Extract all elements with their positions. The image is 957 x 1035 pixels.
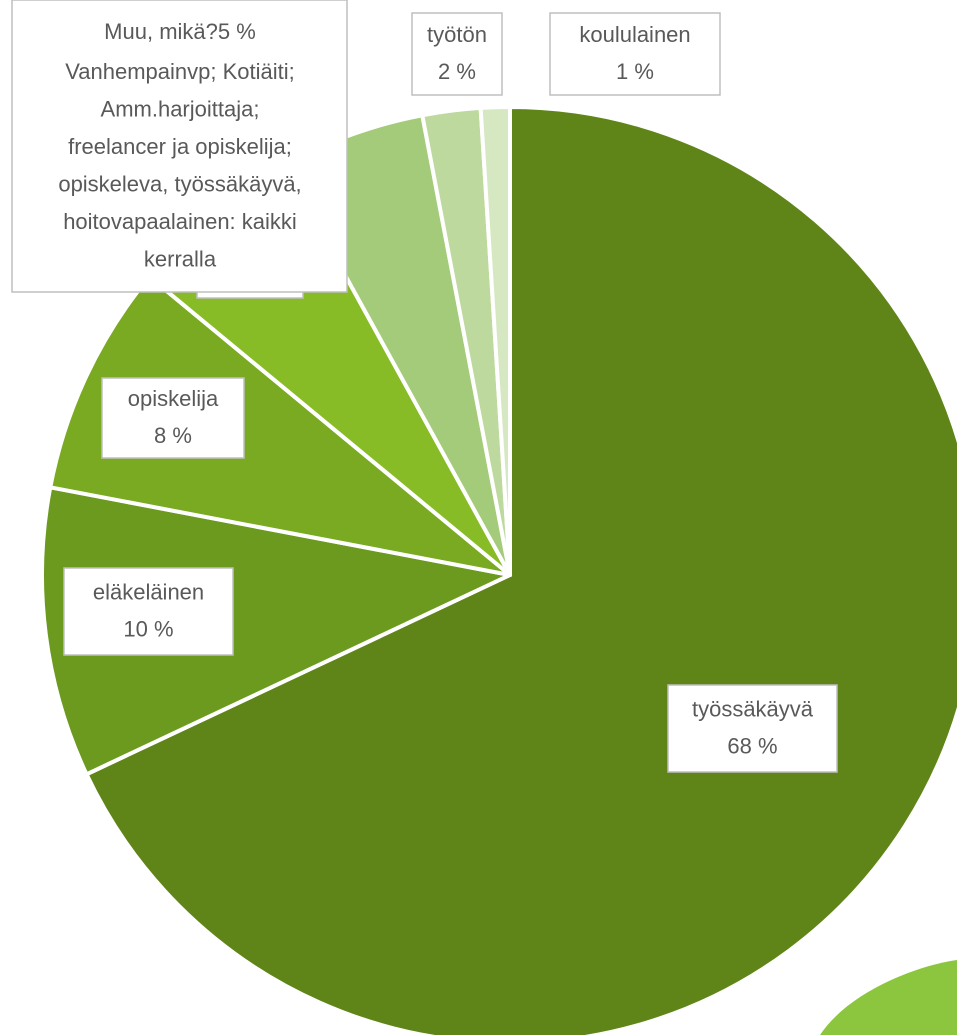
category-label: eläkeläinen — [93, 579, 204, 604]
pie-slice — [478, 105, 512, 577]
label-box — [63, 567, 234, 656]
category-label-line: Muu, mikä?5 % — [104, 19, 256, 44]
corner-decoration — [820, 960, 957, 1035]
category-label: Muu, mikä? — [104, 19, 218, 44]
annotation: hoitovapaalainen: kaikki — [63, 209, 297, 234]
pie-slice — [84, 105, 957, 1035]
annotation: freelancer ja opiskelija; — [68, 134, 292, 159]
label-box — [667, 684, 838, 773]
value-label: 5 % — [218, 19, 256, 44]
label-box — [411, 12, 503, 96]
value-label: 1 % — [616, 59, 654, 84]
label-box — [549, 12, 721, 96]
slices — [40, 105, 957, 1035]
category-label: opiskelija — [128, 386, 219, 411]
value-label: 10 % — [123, 616, 173, 641]
annotation: opiskeleva, työssäkäyvä, — [58, 171, 301, 196]
annotation: Amm.harjoittaja; — [101, 96, 260, 121]
value-label: 8 % — [154, 423, 192, 448]
value-label: 2 % — [438, 59, 476, 84]
label-box — [101, 377, 245, 459]
label-box — [11, 0, 348, 293]
category-label: työssäkäyvä — [692, 696, 814, 721]
category-label: koululainen — [579, 22, 690, 47]
pie-slice — [40, 485, 512, 777]
labels: työssäkäyvä 68 % eläkeläinen 10 % opiskelija… — [11, 0, 838, 773]
category-label: työtön — [427, 22, 487, 47]
annotation: Vanhempainvp; Kotiäiti; — [65, 59, 295, 84]
annotation: kerralla — [144, 246, 217, 271]
value-label: 68 % — [727, 733, 777, 758]
